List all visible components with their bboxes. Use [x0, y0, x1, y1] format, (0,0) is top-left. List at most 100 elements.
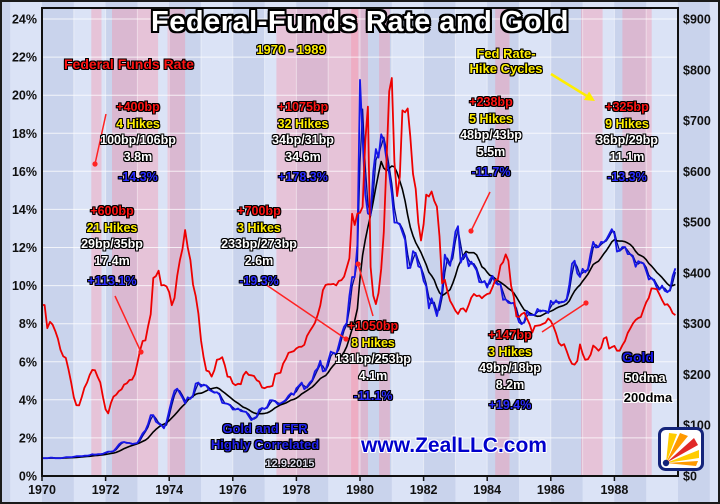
chart-title: Federal-Funds Rate and Gold	[151, 6, 569, 38]
gridlines	[42, 8, 678, 476]
correlation-note-line1: Gold and FFR	[222, 421, 308, 436]
svg-text:24%: 24%	[12, 13, 37, 27]
hike-cycle-annotation: +238bp 5 Hikes 48bp/43bp 5.5m -11.7%	[460, 94, 522, 181]
annotation-line: +600bp	[90, 204, 134, 218]
annotation-line: +113.1%	[87, 274, 137, 288]
annotation-line: 5 Hikes	[469, 111, 513, 126]
annotation-line: 49bp/18bp	[479, 361, 541, 375]
hike-cycles-label-line2: Hike Cycles	[469, 61, 543, 76]
hike-cycles-arrow	[550, 72, 595, 101]
annotation-line: +238bp	[469, 95, 513, 109]
annotation-line: 32 Hikes	[277, 116, 329, 131]
svg-text:10%: 10%	[12, 279, 37, 293]
dma200-series-label: 200dma	[623, 390, 673, 405]
ffr-series-label: Federal Funds Rate	[64, 56, 194, 72]
svg-text:20%: 20%	[12, 89, 37, 103]
correlation-note-line2: Highly Correlated	[210, 437, 320, 452]
annotation-line: 8.2m	[495, 377, 525, 392]
svg-text:12%: 12%	[12, 241, 37, 255]
svg-text:4%: 4%	[19, 393, 37, 407]
annotation-line: 34.6m	[285, 149, 321, 164]
annotation-line: 3 Hikes	[237, 220, 281, 235]
svg-text:$400: $400	[683, 266, 711, 280]
annotation-line: 36bp/29bp	[596, 133, 658, 147]
hike-cycle-annotation: +1075bp 32 Hikes 34bp/31bp 34.6m +178.3%	[272, 99, 334, 186]
dma50-series-label: 50dma	[624, 370, 666, 385]
annotation-line: +147bp	[488, 328, 532, 342]
hike-cycles-label: Fed Rate- Hike Cycles	[470, 46, 543, 76]
annotation-line: +1075bp	[277, 100, 329, 114]
svg-text:6%: 6%	[19, 355, 37, 369]
chart-subtitle: 1970 - 1989	[256, 42, 326, 57]
correlation-note: Gold and FFR Highly Correlated	[211, 421, 319, 453]
hike-cycle-annotation: +325bp 9 Hikes 36bp/29bp 11.1m -13.3%	[596, 99, 658, 186]
annotation-line: -11.7%	[471, 165, 511, 179]
annotation-line: 8 Hikes	[351, 335, 395, 350]
svg-text:$300: $300	[683, 317, 711, 331]
svg-text:1980: 1980	[346, 483, 374, 497]
annotation-line: +1050bp	[347, 319, 399, 333]
annotation-line: 233bp/273bp	[221, 237, 297, 251]
hike-cycle-annotation: +700bp 3 Hikes 233bp/273bp 2.6m -19.3%	[221, 203, 297, 290]
series-federal-funds-rate	[42, 77, 676, 415]
annotation-line: +19.4%	[488, 398, 532, 412]
date-stamp: 12.9.2015	[265, 458, 315, 470]
annotation-line: +700bp	[237, 204, 281, 218]
series-gold	[42, 79, 677, 460]
svg-text:1976: 1976	[219, 483, 247, 497]
annotation-line: +400bp	[116, 100, 160, 114]
annotation-line: -11.1%	[353, 389, 393, 403]
annotation-line: +178.3%	[278, 170, 328, 184]
svg-text:1974: 1974	[155, 483, 183, 497]
svg-text:$600: $600	[683, 165, 711, 179]
annotation-line: 3 Hikes	[488, 344, 532, 359]
annotation-line: 4 Hikes	[116, 116, 160, 131]
svg-text:22%: 22%	[12, 51, 37, 65]
svg-text:1988: 1988	[600, 483, 628, 497]
annotation-line: 48bp/43bp	[460, 128, 522, 142]
svg-text:$500: $500	[683, 216, 711, 230]
svg-text:$700: $700	[683, 114, 711, 128]
hike-cycle-annotation: +147bp 3 Hikes 49bp/18bp 8.2m +19.4%	[479, 327, 541, 414]
annotation-line: -14.3%	[118, 170, 158, 184]
svg-text:$200: $200	[683, 368, 711, 382]
right-axis-labels: $0$100$200$300$400$500$600$700$800$900	[683, 13, 711, 484]
annotation-line: 3.8m	[123, 149, 153, 164]
svg-text:8%: 8%	[19, 317, 37, 331]
gold-series-label: Gold	[622, 349, 654, 365]
annotation-line: 131bp/253bp	[335, 352, 411, 366]
svg-text:16%: 16%	[12, 165, 37, 179]
svg-text:1972: 1972	[92, 483, 120, 497]
annotation-line: 9 Hikes	[605, 116, 649, 131]
annotation-line: 29bp/35bp	[81, 237, 143, 251]
annotation-line: 21 Hikes	[86, 220, 138, 235]
svg-text:1978: 1978	[282, 483, 310, 497]
x-axis-labels: 1970 1972 1974 1976 1978 1980 1982 1984 1986 1988	[28, 476, 628, 497]
svg-text:2%: 2%	[19, 431, 37, 445]
svg-text:1984: 1984	[473, 483, 501, 497]
data-series	[42, 77, 677, 460]
svg-text:14%: 14%	[12, 203, 37, 217]
annotation-line: +325bp	[605, 100, 649, 114]
annotation-line: 4.1m	[358, 368, 388, 383]
svg-text:$900: $900	[683, 13, 711, 27]
svg-text:$0: $0	[683, 470, 697, 484]
annotation-line: 100bp/106bp	[100, 133, 176, 147]
hike-cycle-annotation: +600bp 21 Hikes 29bp/35bp 17.4m +113.1%	[81, 203, 143, 290]
hike-cycle-annotation: +400bp 4 Hikes 100bp/106bp 3.8m -14.3%	[100, 99, 176, 186]
zeal-logo-icon	[658, 427, 704, 471]
hike-cycle-bands	[91, 8, 652, 476]
annotation-line: 17.4m	[94, 253, 130, 268]
svg-text:1970: 1970	[28, 483, 56, 497]
svg-text:1986: 1986	[537, 483, 565, 497]
hike-cycle-annotation: +1050bp 8 Hikes 131bp/253bp 4.1m -11.1%	[335, 318, 411, 405]
annotation-line: -13.3%	[607, 170, 647, 184]
annotation-line: 11.1m	[609, 149, 645, 164]
annotation-line: 5.5m	[476, 144, 506, 159]
svg-text:18%: 18%	[12, 127, 37, 141]
svg-text:$800: $800	[683, 63, 711, 77]
website-label: www.ZealLLC.com	[361, 434, 547, 457]
left-axis-labels: 0% 2% 4% 6% 8% 10% 12% 14% 16% 18% 20% 22% 24%	[12, 13, 37, 484]
